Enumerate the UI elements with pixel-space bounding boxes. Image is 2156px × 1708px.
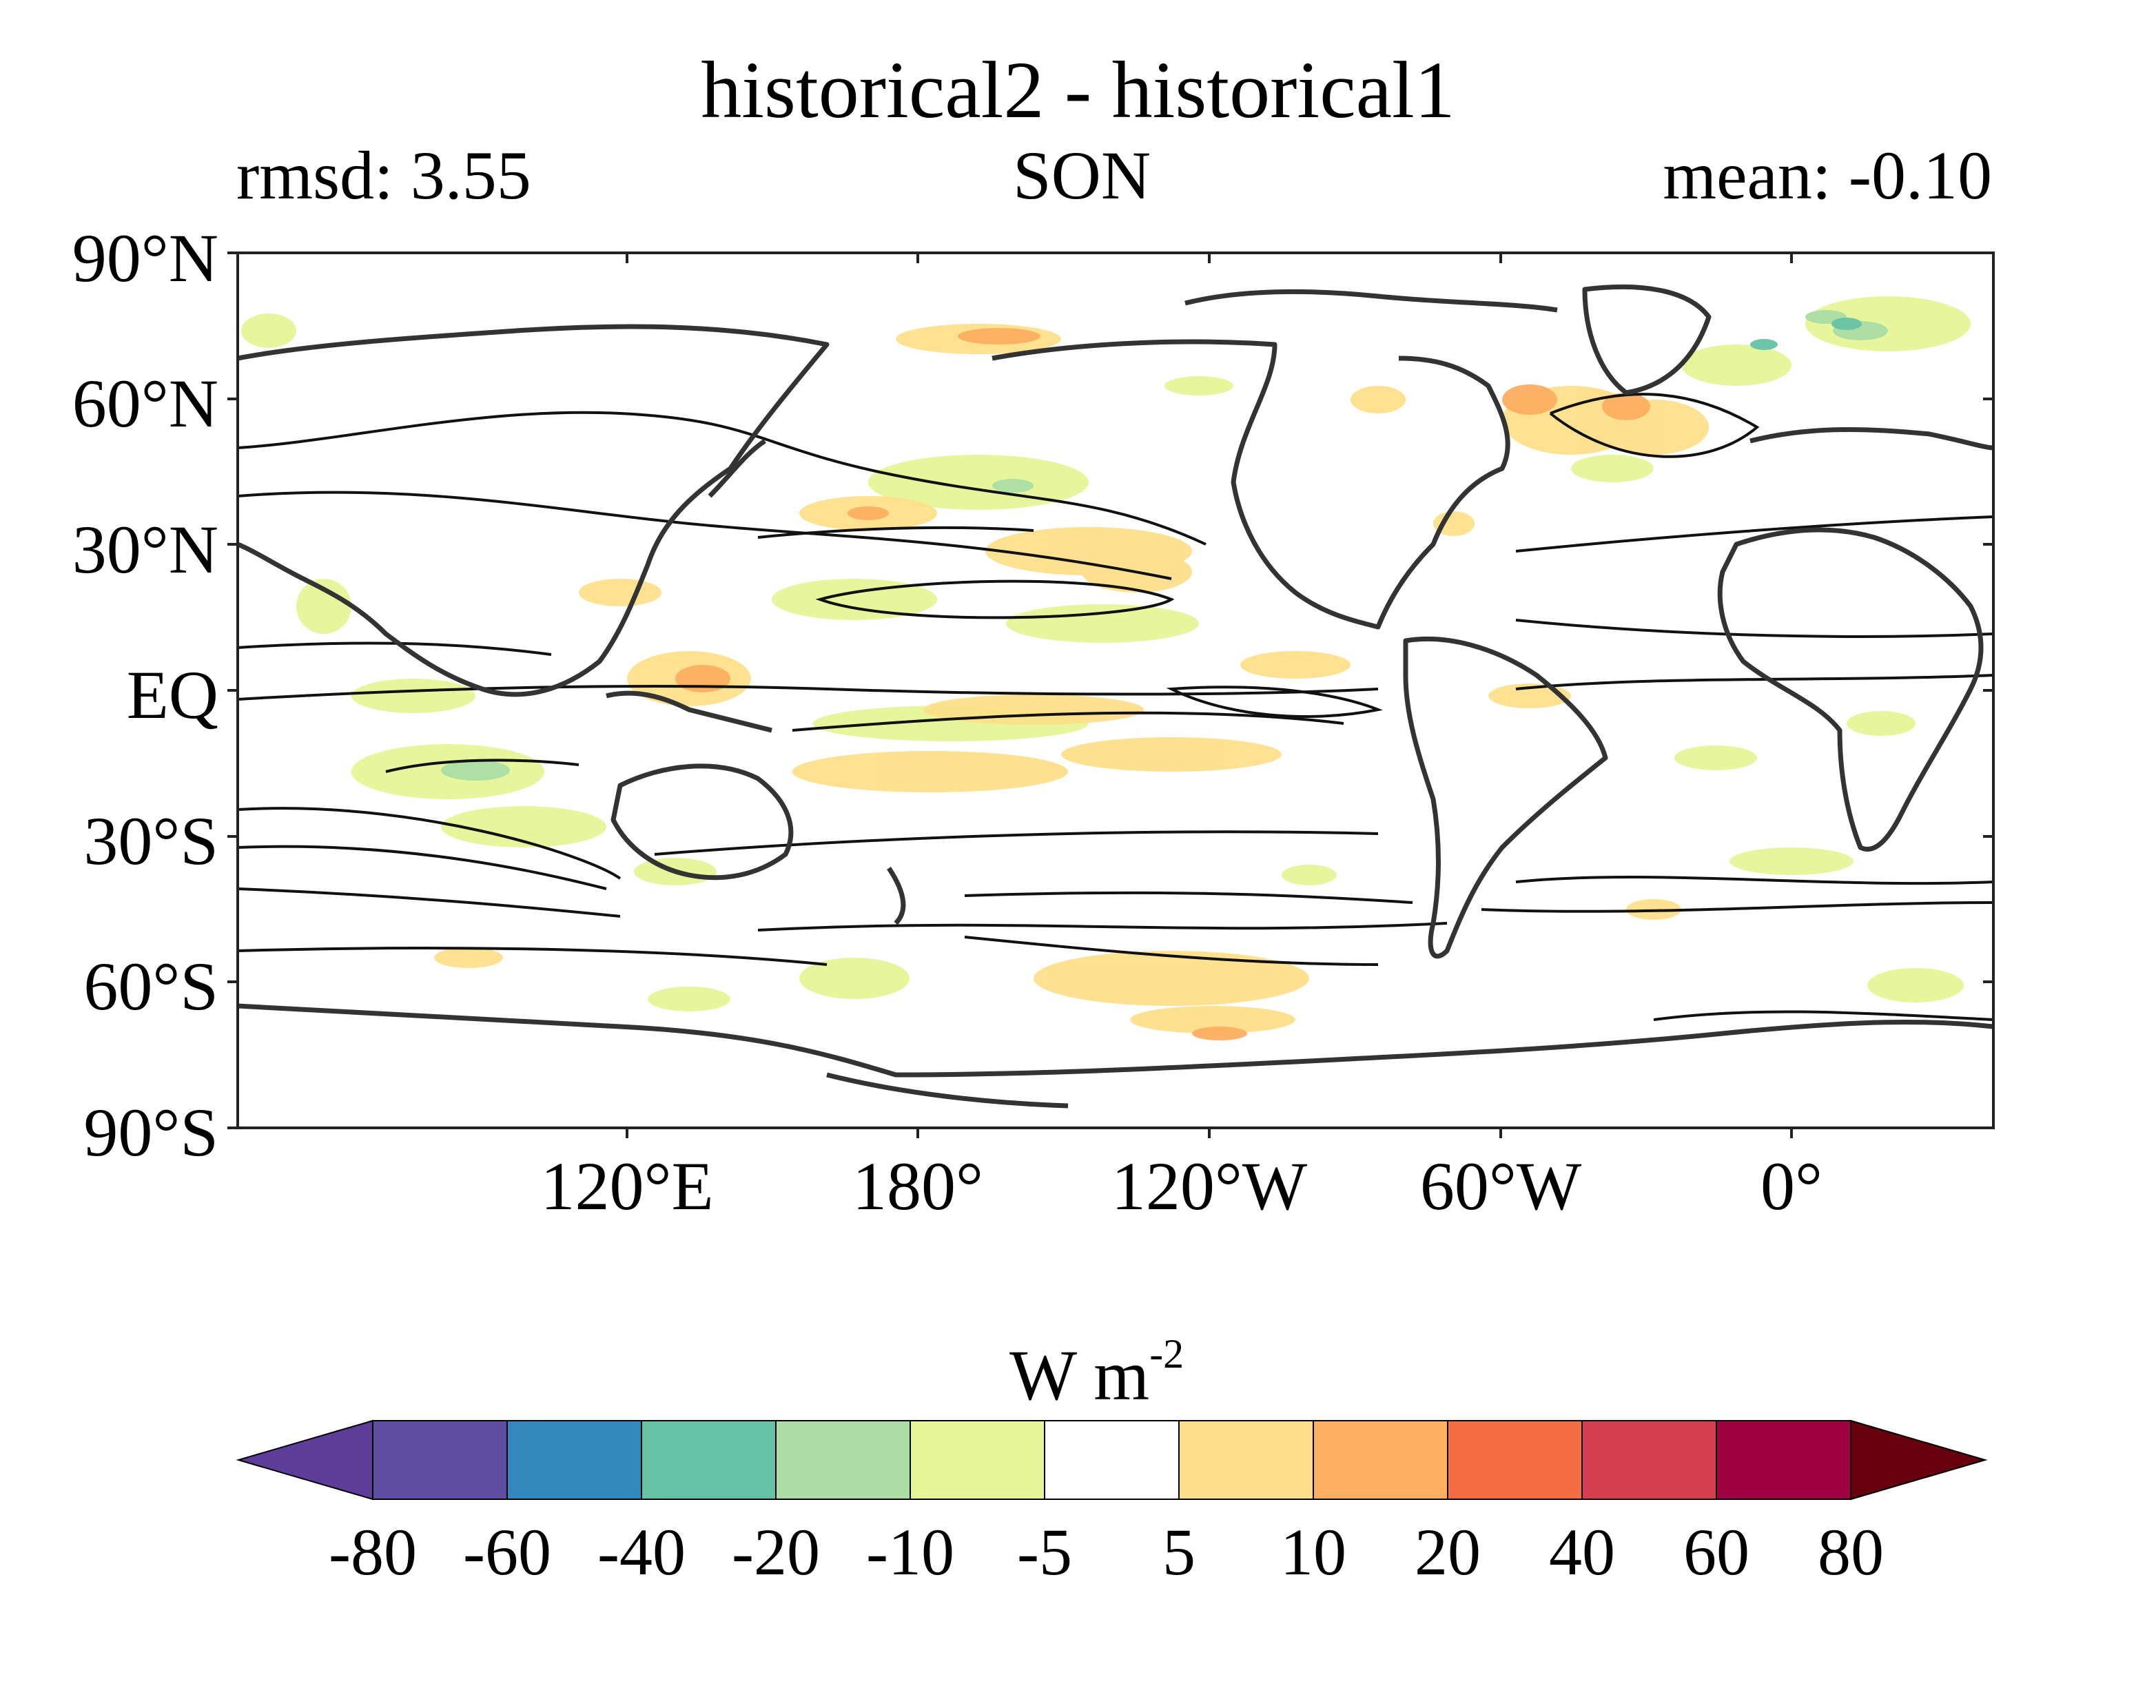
lon-label-0: 0° <box>1760 1148 1823 1224</box>
lon-label-60w: 60°W <box>1419 1148 1582 1224</box>
colorbar-box <box>506 1420 642 1500</box>
colorbar-box <box>1313 1420 1448 1500</box>
season-label: SON <box>1013 137 1151 214</box>
anomaly-shading <box>241 296 1971 1040</box>
lat-label-30s: 30°S <box>83 803 218 879</box>
lat-label-90n: 90°N <box>72 220 218 296</box>
units-exponent: -2 <box>1149 1331 1184 1377</box>
lon-label-180: 180° <box>852 1148 983 1224</box>
lat-ticks <box>227 251 1993 1129</box>
colorbar-tick: -5 <box>1017 1515 1072 1589</box>
coastlines <box>238 284 1993 1109</box>
colorbar-tick: 80 <box>1818 1515 1884 1589</box>
lon-ticks <box>626 253 1793 1138</box>
colorbar-tick: -80 <box>329 1515 417 1589</box>
colorbar-tick: 10 <box>1280 1515 1346 1589</box>
lon-label-120w: 120°W <box>1111 1148 1308 1224</box>
colorbar-box <box>1044 1420 1180 1500</box>
colorbar-tick: 20 <box>1415 1515 1481 1589</box>
contour-lines <box>238 393 1993 1021</box>
lat-label-30n: 30°N <box>72 511 218 588</box>
colorbar-tick: -40 <box>597 1515 686 1589</box>
colorbar-tick: 60 <box>1683 1515 1749 1589</box>
colorbar-extend-low <box>236 1419 373 1501</box>
lat-label-60s: 60°S <box>83 948 218 1025</box>
lon-label-120e: 120°E <box>540 1148 714 1224</box>
colorbar-tick: 40 <box>1549 1515 1615 1589</box>
colorbar-box <box>775 1420 911 1500</box>
colorbar-tick: -10 <box>866 1515 954 1589</box>
colorbar-box <box>372 1420 508 1500</box>
mean-label: mean: -0.10 <box>1663 137 1992 214</box>
colorbar-tick: -20 <box>732 1515 820 1589</box>
colorbar-box <box>910 1420 1045 1500</box>
colorbar <box>236 1419 1988 1501</box>
colorbar-tick: -60 <box>463 1515 551 1589</box>
lat-label-60n: 60°N <box>72 365 218 442</box>
lat-label-90s: 90°S <box>83 1094 218 1171</box>
lat-label-eq: EQ <box>126 657 218 733</box>
colorbar-box <box>1716 1420 1851 1500</box>
map-title: historical2 - historical1 <box>701 45 1455 135</box>
colorbar-box <box>1447 1420 1583 1500</box>
colorbar-units: W m-2 <box>1009 1333 1184 1412</box>
colorbar-extend-high <box>1850 1419 1988 1501</box>
colorbar-box <box>1178 1420 1314 1500</box>
units-base: W m <box>1009 1336 1150 1415</box>
rmsd-label: rmsd: 3.55 <box>236 137 531 214</box>
colorbar-box <box>1581 1420 1717 1500</box>
colorbar-tick: 5 <box>1162 1515 1195 1589</box>
colorbar-box <box>641 1420 777 1500</box>
